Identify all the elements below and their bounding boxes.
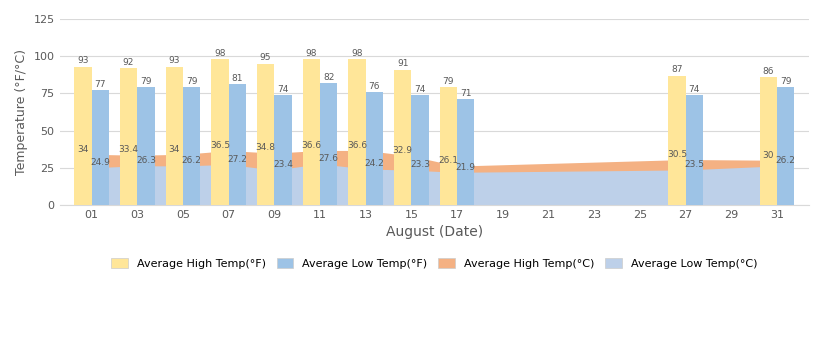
Text: 79: 79: [780, 77, 791, 86]
Text: 87: 87: [671, 65, 682, 74]
Bar: [212, 59, 228, 205]
Text: 79: 79: [186, 77, 198, 86]
X-axis label: August (Date): August (Date): [386, 225, 483, 239]
Bar: [257, 64, 274, 205]
Bar: [457, 99, 475, 205]
Bar: [440, 87, 457, 205]
Text: 79: 79: [140, 77, 152, 86]
Text: 74: 74: [414, 85, 426, 94]
Y-axis label: Temperature (°F/°C): Temperature (°F/°C): [15, 49, 28, 175]
Text: 26.1: 26.1: [438, 156, 458, 165]
Text: 27.2: 27.2: [227, 155, 247, 164]
Text: 77: 77: [95, 80, 106, 89]
Text: 98: 98: [305, 49, 317, 58]
Bar: [320, 83, 337, 205]
Text: 24.9: 24.9: [90, 158, 110, 167]
Text: 23.4: 23.4: [273, 160, 293, 169]
Text: 76: 76: [369, 82, 380, 90]
Bar: [74, 67, 91, 205]
Bar: [759, 77, 777, 205]
Text: 26.3: 26.3: [136, 156, 156, 165]
Text: 36.6: 36.6: [347, 141, 367, 150]
Text: 81: 81: [232, 74, 243, 83]
Text: 27.6: 27.6: [319, 154, 339, 163]
Bar: [366, 92, 383, 205]
Text: 93: 93: [77, 56, 89, 66]
Text: 26.2: 26.2: [776, 156, 795, 165]
Bar: [120, 68, 137, 205]
Text: 34: 34: [77, 144, 89, 153]
Text: 23.3: 23.3: [410, 160, 430, 169]
Bar: [349, 59, 366, 205]
Bar: [137, 87, 154, 205]
Bar: [228, 84, 246, 205]
Text: 92: 92: [123, 58, 134, 67]
Text: 34: 34: [168, 144, 180, 153]
Text: 36.6: 36.6: [301, 141, 321, 150]
Text: 30.5: 30.5: [666, 150, 687, 159]
Bar: [668, 76, 686, 205]
Text: 34.8: 34.8: [256, 143, 276, 152]
Text: 95: 95: [260, 54, 271, 62]
Text: 23.5: 23.5: [684, 160, 704, 169]
Text: 79: 79: [442, 77, 454, 86]
Bar: [274, 95, 291, 205]
Bar: [394, 70, 412, 205]
Bar: [412, 95, 429, 205]
Text: 26.2: 26.2: [182, 156, 202, 165]
Text: 71: 71: [460, 89, 471, 98]
Text: 82: 82: [323, 73, 334, 82]
Text: 86: 86: [763, 67, 774, 76]
Text: 91: 91: [397, 59, 408, 68]
Bar: [686, 95, 703, 205]
Bar: [777, 87, 794, 205]
Text: 32.9: 32.9: [393, 146, 413, 155]
Text: 21.9: 21.9: [456, 163, 476, 172]
Text: 30: 30: [763, 151, 774, 160]
Text: 24.2: 24.2: [364, 159, 384, 168]
Text: 33.4: 33.4: [119, 146, 139, 155]
Bar: [165, 67, 183, 205]
Text: 36.5: 36.5: [210, 141, 230, 150]
Bar: [303, 59, 320, 205]
Text: 98: 98: [214, 49, 226, 58]
Text: 74: 74: [689, 85, 700, 94]
Text: 74: 74: [277, 85, 289, 94]
Legend: Average High Temp(°F), Average Low Temp(°F), Average High Temp(°C), Average Low : Average High Temp(°F), Average Low Temp(…: [106, 254, 762, 274]
Bar: [183, 87, 200, 205]
Text: 98: 98: [351, 49, 363, 58]
Bar: [91, 90, 109, 205]
Text: 93: 93: [168, 56, 180, 66]
